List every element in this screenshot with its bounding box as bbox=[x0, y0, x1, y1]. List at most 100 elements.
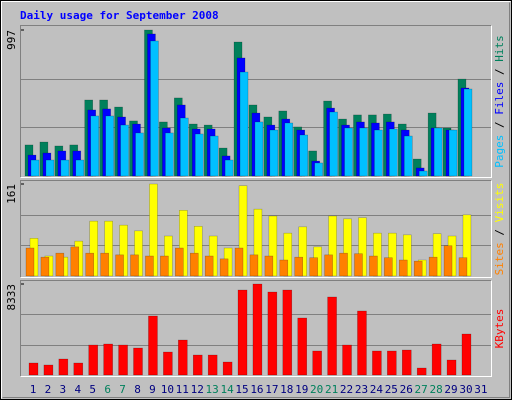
bar bbox=[254, 121, 264, 177]
bar bbox=[237, 289, 248, 376]
bar bbox=[192, 354, 203, 376]
bar bbox=[342, 344, 352, 376]
x-tick-label: 12 bbox=[191, 383, 204, 396]
x-tick-label: 10 bbox=[161, 383, 174, 396]
panel-bevel bbox=[20, 25, 492, 178]
bar bbox=[165, 132, 174, 177]
bar bbox=[160, 255, 169, 277]
panel-bevel bbox=[20, 280, 492, 377]
bar bbox=[372, 350, 382, 376]
bar bbox=[387, 350, 397, 376]
bar bbox=[312, 350, 322, 376]
x-tick-label: 6 bbox=[104, 383, 111, 396]
x-tick-label: 15 bbox=[235, 383, 248, 396]
bar bbox=[180, 117, 189, 177]
bar bbox=[418, 170, 428, 177]
bar bbox=[115, 254, 124, 277]
panel-bevel bbox=[20, 280, 492, 377]
y-tick-label: 8333 bbox=[5, 284, 18, 311]
bar bbox=[384, 257, 393, 277]
bar bbox=[45, 159, 55, 177]
bar bbox=[369, 255, 378, 277]
x-tick-label: 20 bbox=[310, 383, 323, 396]
legend-entry: Pages bbox=[493, 135, 506, 168]
bar bbox=[448, 129, 458, 177]
x-tick-label: 16 bbox=[250, 383, 263, 396]
bar bbox=[357, 310, 367, 376]
bar bbox=[130, 254, 139, 277]
x-tick-label: 7 bbox=[119, 383, 126, 396]
bar bbox=[299, 134, 308, 177]
bar bbox=[133, 347, 143, 376]
bar bbox=[413, 260, 423, 277]
bar bbox=[43, 364, 54, 376]
bar bbox=[100, 252, 109, 277]
bar bbox=[28, 362, 39, 376]
bar bbox=[219, 258, 229, 277]
bar bbox=[178, 339, 188, 376]
bar bbox=[175, 247, 184, 277]
x-tick-label: 4 bbox=[74, 383, 81, 396]
x-tick-label: 25 bbox=[385, 383, 398, 396]
bar bbox=[58, 358, 69, 376]
x-tick-label: 26 bbox=[400, 383, 413, 396]
x-tick-label: 23 bbox=[355, 383, 368, 396]
bar bbox=[148, 315, 158, 376]
bar bbox=[327, 296, 337, 376]
bar bbox=[309, 257, 318, 277]
legend-separator: / bbox=[493, 62, 506, 82]
bar bbox=[329, 111, 338, 177]
legend-entry: Hits bbox=[493, 35, 506, 62]
chart-title: Daily usage for September 2008 bbox=[20, 9, 219, 22]
x-tick-label: 11 bbox=[176, 383, 189, 396]
bar bbox=[344, 127, 353, 177]
legend-separator: / bbox=[493, 115, 506, 135]
bar bbox=[431, 343, 442, 376]
x-tick-label: 8 bbox=[134, 383, 141, 396]
panel-bevel bbox=[20, 180, 492, 278]
bar bbox=[463, 88, 473, 177]
bar bbox=[314, 162, 323, 177]
bar bbox=[443, 245, 453, 277]
bar bbox=[135, 132, 144, 177]
x-tick-label: 18 bbox=[280, 383, 293, 396]
x-tick-label: 27 bbox=[415, 383, 428, 396]
bar bbox=[269, 129, 279, 177]
bar bbox=[105, 115, 114, 177]
bar bbox=[446, 359, 457, 376]
bar bbox=[207, 354, 218, 376]
panel-bevel bbox=[20, 25, 492, 178]
bar bbox=[234, 247, 244, 277]
bar bbox=[30, 159, 40, 177]
bar bbox=[249, 254, 259, 277]
bar bbox=[120, 124, 129, 177]
bar bbox=[163, 351, 173, 376]
bar bbox=[354, 253, 363, 277]
x-tick-label: 2 bbox=[45, 383, 52, 396]
bar bbox=[428, 256, 438, 277]
bar bbox=[239, 71, 249, 177]
bar bbox=[103, 343, 113, 376]
bar bbox=[204, 255, 214, 277]
bar bbox=[189, 252, 199, 277]
legend: Pages / Files / Hits bbox=[493, 35, 506, 168]
bar bbox=[297, 317, 307, 376]
legend-entry: Sites bbox=[493, 242, 506, 275]
legend-entry: Visits bbox=[493, 183, 506, 223]
bar bbox=[279, 259, 289, 277]
bar bbox=[70, 246, 80, 277]
bar bbox=[252, 283, 263, 376]
x-tick-label: 30 bbox=[459, 383, 472, 396]
bar bbox=[416, 367, 427, 376]
bar bbox=[458, 257, 468, 277]
bar bbox=[60, 159, 70, 177]
x-tick-label: 24 bbox=[370, 383, 384, 396]
x-tick-label: 28 bbox=[429, 383, 442, 396]
legend: KBytes bbox=[493, 309, 506, 349]
bar bbox=[264, 255, 274, 277]
x-tick-label: 5 bbox=[89, 383, 96, 396]
x-tick-label: 21 bbox=[325, 383, 338, 396]
